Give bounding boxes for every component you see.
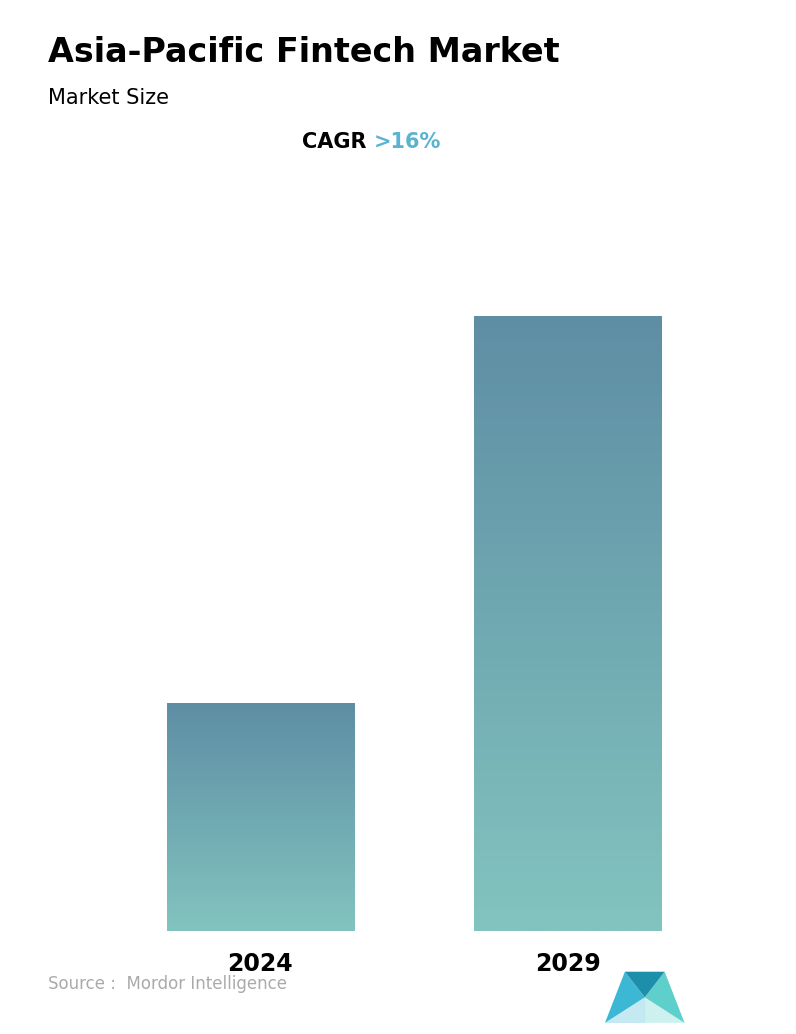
Text: Market Size: Market Size — [48, 88, 169, 108]
Polygon shape — [605, 997, 645, 1023]
Polygon shape — [645, 997, 685, 1023]
Text: Source :  Mordor Intelligence: Source : Mordor Intelligence — [48, 975, 287, 993]
Text: CAGR: CAGR — [302, 132, 374, 152]
Polygon shape — [625, 972, 665, 997]
Polygon shape — [605, 972, 645, 1023]
Polygon shape — [645, 972, 685, 1023]
Text: Asia-Pacific Fintech Market: Asia-Pacific Fintech Market — [48, 36, 560, 69]
Text: >16%: >16% — [374, 132, 442, 152]
